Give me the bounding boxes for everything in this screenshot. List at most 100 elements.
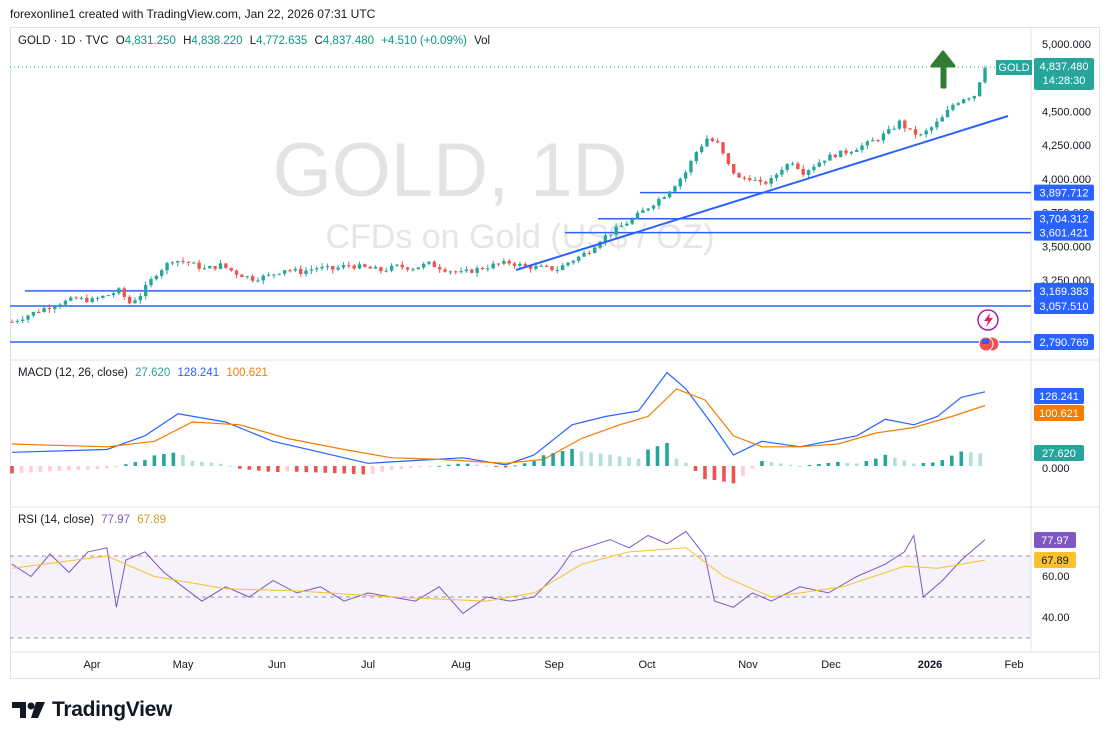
candle-body <box>705 138 709 147</box>
macd-histogram-bar <box>86 466 90 470</box>
candle-body <box>384 270 388 272</box>
candle-body <box>785 164 789 170</box>
macd-histogram-bar <box>912 463 916 466</box>
macd-value-tag <box>1034 388 1084 404</box>
candle-body <box>849 151 854 154</box>
macd-histogram-bar <box>940 460 945 466</box>
level-price-tag <box>1034 210 1094 227</box>
candle-body <box>368 266 372 269</box>
macd-histogram-bar <box>200 461 204 466</box>
candle-body <box>256 280 260 282</box>
x-tick-label: Nov <box>738 659 758 671</box>
candle-body <box>737 173 741 178</box>
candle-body <box>117 288 121 294</box>
candle-body <box>871 140 875 142</box>
chart-attribution: forexonline1 created with TradingView.co… <box>10 7 376 21</box>
flash-event-icon[interactable] <box>977 309 999 331</box>
macd-histogram-bar <box>437 465 441 467</box>
level-price-tag <box>1034 282 1094 299</box>
candle-body <box>261 275 265 281</box>
candle-body <box>143 285 148 297</box>
macd-histogram-bar <box>181 454 185 466</box>
chart-frame[interactable] <box>10 27 1100 679</box>
rsi-ma-tag <box>1034 552 1076 568</box>
macd-histogram-bar <box>788 464 793 466</box>
macd-signal-tag-label: 100.621 <box>1039 408 1079 420</box>
candle-body <box>170 262 175 264</box>
candle-body <box>400 264 404 268</box>
level-price-tag-label: 3,057.510 <box>1040 301 1089 313</box>
candle-body <box>127 296 132 304</box>
rsi-label[interactable]: RSI (14, close) <box>18 514 95 526</box>
macd-histogram-bar <box>608 454 612 466</box>
candle-body <box>555 270 560 272</box>
up-arrow-icon <box>930 50 956 89</box>
candle-body <box>272 274 276 276</box>
candle-body <box>63 300 68 305</box>
candle-body <box>379 267 383 272</box>
candle-body <box>935 121 939 128</box>
candle-body <box>352 265 356 269</box>
y-tick-label: 4,000.000 <box>1042 174 1091 186</box>
us-economic-events-icon[interactable] <box>978 336 1000 352</box>
candle-body <box>742 177 747 179</box>
macd-histogram-bar <box>769 462 774 466</box>
main-legend[interactable]: GOLD · 1D · TVC O4,831.250 H4,838.220 L4… <box>18 35 494 47</box>
candle-body <box>373 267 378 269</box>
legend-symbol[interactable]: GOLD · 1D · TVC <box>18 35 109 47</box>
rsi-legend[interactable]: RSI (14, close) 77.97 67.89 <box>18 514 170 526</box>
macd-histogram-bar <box>342 466 347 474</box>
macd-histogram-bar <box>589 452 593 466</box>
x-tick-label: 2026 <box>918 659 942 671</box>
macd-histogram-bar <box>247 466 252 470</box>
level-price-tag-label: 3,704.312 <box>1040 214 1089 226</box>
candle-body <box>972 96 977 99</box>
rsi-ma-line <box>11 547 986 602</box>
candle-body <box>159 270 164 276</box>
y-tick-label: 4,250.000 <box>1042 140 1091 152</box>
candle-body <box>31 311 36 316</box>
candle-body <box>967 98 971 100</box>
macd-histogram-bar <box>646 449 650 466</box>
candle-body <box>192 262 196 264</box>
candle-body <box>389 265 394 271</box>
candle-body <box>181 260 185 262</box>
candle-body <box>625 223 629 226</box>
candle-body <box>582 252 586 257</box>
macd-legend[interactable]: MACD (12, 26, close) 27.620 128.241 100.… <box>18 367 272 379</box>
macd-histogram-bar <box>864 461 869 466</box>
macd-line-value: 128.241 <box>177 367 220 379</box>
macd-signal-value: 100.621 <box>226 367 268 379</box>
candle-body <box>609 234 613 236</box>
candle-body <box>245 276 249 278</box>
candle-body <box>951 104 955 110</box>
macd-histogram-bar <box>959 451 964 466</box>
level-price-tag <box>1034 297 1094 314</box>
candle-body <box>186 261 191 263</box>
candle-body <box>20 319 25 321</box>
candle-body <box>42 307 46 312</box>
candle-body <box>587 252 592 254</box>
candle-body <box>106 295 110 297</box>
macd-line <box>11 371 986 466</box>
candle-body <box>421 263 426 268</box>
candle-body <box>341 265 346 268</box>
macd-label[interactable]: MACD (12, 26, close) <box>18 367 128 379</box>
legend-vol[interactable]: Vol <box>474 35 491 47</box>
macd-histogram-bar <box>522 463 527 466</box>
macd-histogram-bar <box>693 466 698 471</box>
x-tick-label: Sep <box>544 659 564 671</box>
trendline[interactable] <box>515 115 1009 271</box>
candle-body <box>427 261 431 264</box>
macd-histogram-bar <box>741 466 745 476</box>
candle-body <box>764 181 768 184</box>
macd-histogram-bar <box>627 457 631 466</box>
candle-body <box>518 263 522 266</box>
candle-body <box>726 153 731 164</box>
macd-histogram-bar <box>76 466 81 470</box>
tradingview-logo[interactable]: TradingView <box>12 698 172 722</box>
macd-value-tag-label: 128.241 <box>1039 391 1079 403</box>
candle-body <box>224 263 228 268</box>
rsi-value: 77.97 <box>101 514 131 526</box>
